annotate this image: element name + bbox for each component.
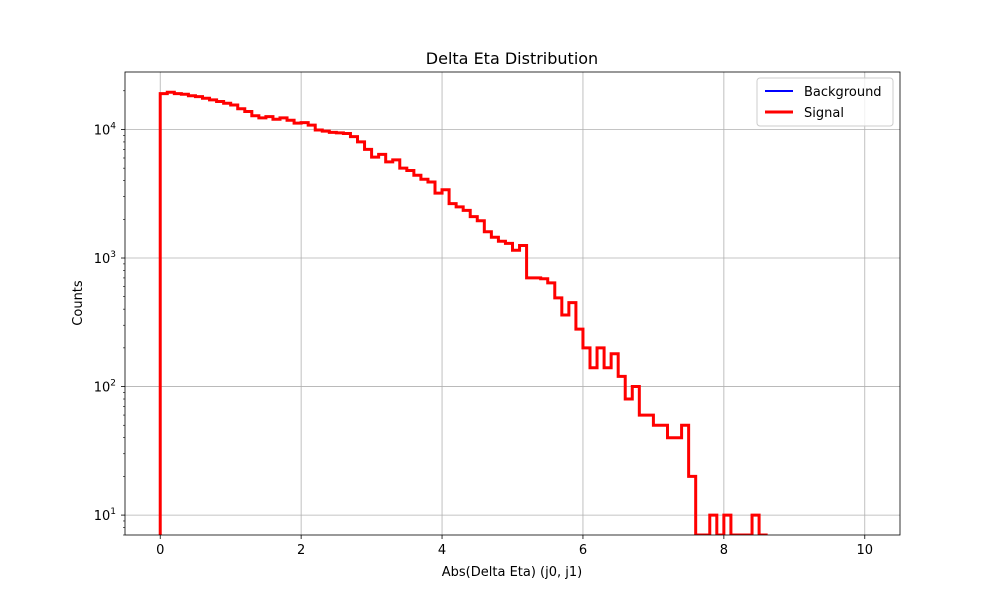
- x-tick-label: 10: [856, 543, 873, 558]
- x-tick-label: 0: [156, 543, 164, 558]
- x-tick-label: 6: [579, 543, 587, 558]
- legend-label-background: Background: [804, 85, 882, 100]
- grid-lines: [125, 72, 900, 535]
- y-tick-label: 103: [94, 250, 116, 267]
- y-axis-label: Counts: [71, 280, 86, 326]
- legend: Background Signal: [756, 77, 894, 127]
- x-axis-label: Abs(Delta Eta) (j0, j1): [442, 565, 582, 580]
- y-tick-label: 101: [94, 507, 116, 524]
- y-tick-label: 102: [94, 379, 116, 396]
- y-tick-label: 104: [94, 121, 117, 138]
- legend-label-signal: Signal: [804, 106, 844, 121]
- plot-area: [158, 90, 768, 535]
- series-signal-histogram: [158, 90, 768, 535]
- x-tick-label: 2: [297, 543, 305, 558]
- y-axis: 101 102 103 104: [94, 90, 125, 536]
- x-axis: 0 2 4 6 8 10: [156, 535, 873, 558]
- x-tick-label: 8: [720, 543, 728, 558]
- axes-frame: [124, 71, 901, 536]
- chart-title: Delta Eta Distribution: [426, 49, 598, 68]
- x-tick-label: 4: [438, 543, 446, 558]
